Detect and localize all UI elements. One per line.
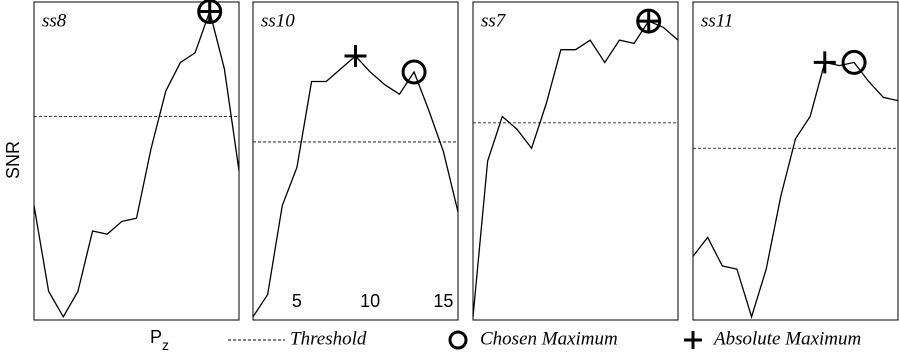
legend-absolute: Absolute Maximum [712,328,861,349]
y-axis-label: SNR [3,141,23,179]
legend-chosen: Chosen Maximum [480,328,618,349]
chosen-maximum-marker [636,8,662,34]
absolute-maximum-marker [198,0,221,23]
absolute-maximum-marker [344,45,367,68]
panel-title: ss10 [261,10,295,31]
panel-title: ss7 [481,10,507,31]
legend-threshold: Threshold [290,328,367,349]
absolute-maximum-marker [637,10,660,33]
panel-frame [252,1,459,321]
snr-line [252,55,459,318]
chosen-maximum-marker [401,59,427,85]
snr-line [33,9,240,319]
chosen-maximum-marker [841,49,867,75]
x-axis-label-sub: z [162,337,169,353]
panel-title: ss8 [42,10,67,31]
legend-chosen-sample [448,330,468,350]
panel-frame [472,1,679,321]
panel-title: ss11 [701,10,733,31]
legend-absolute-sample [684,331,702,349]
absolute-maximum-marker [813,51,836,74]
x-tick-label: 15 [433,291,453,311]
chosen-maximum-marker [197,0,223,25]
snr-line [472,20,679,317]
x-tick-label: 5 [292,291,302,311]
x-axis-label: Pz [150,327,169,353]
panel-frame [692,1,899,321]
snr-line [692,61,899,320]
x-axis-label-main: P [150,327,162,347]
x-tick-label: 10 [360,291,380,311]
panel-frame [33,1,240,321]
